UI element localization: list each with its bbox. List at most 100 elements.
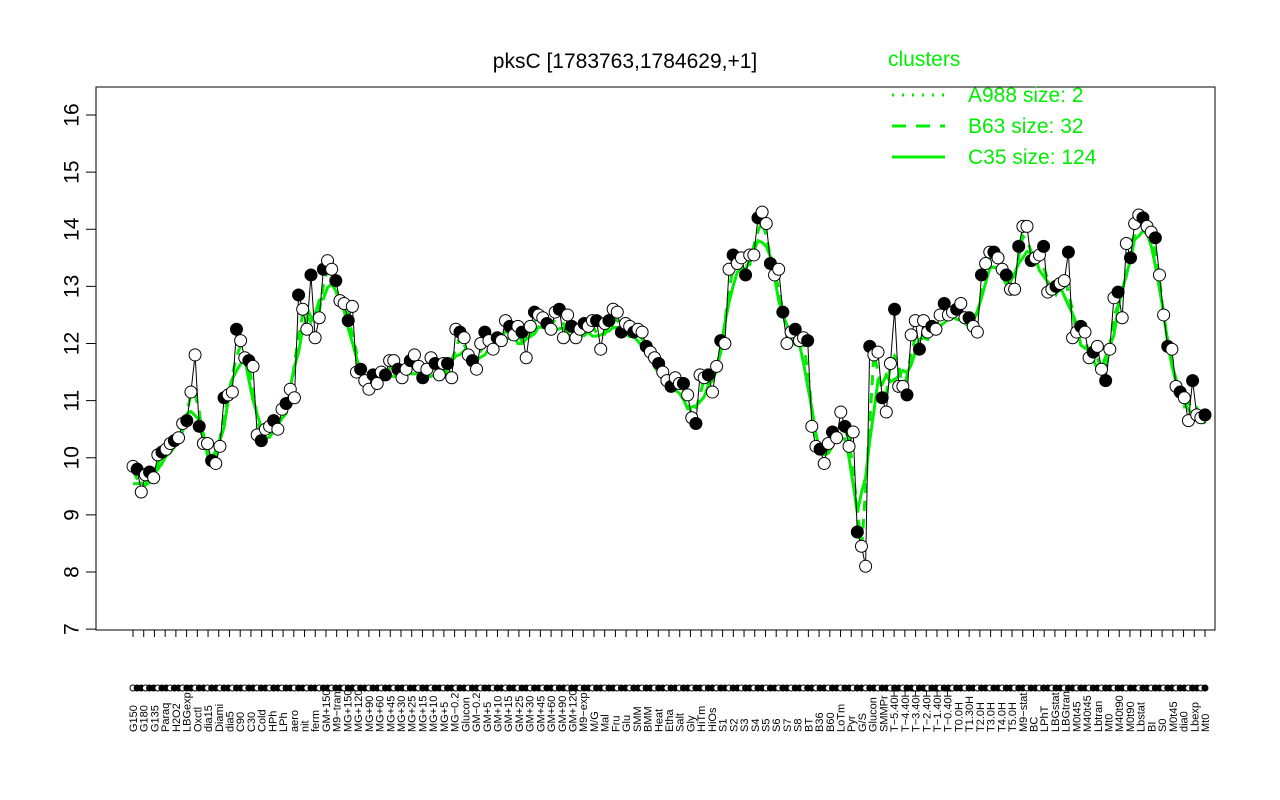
data-point xyxy=(701,368,715,382)
data-point xyxy=(300,322,314,336)
data-point xyxy=(213,439,227,453)
x-tick-label: MG+150 xyxy=(342,690,354,733)
x-tick-label: M0t45 xyxy=(1071,701,1083,732)
x-tick-label: M0t45 xyxy=(1168,701,1180,732)
x-tick-label: SMMPr xyxy=(878,695,890,732)
x-tick-label: ferm xyxy=(310,710,322,732)
y-tick-label: 12 xyxy=(61,332,84,355)
data-point xyxy=(188,348,202,362)
x-tick-label: Glucon xyxy=(460,697,472,732)
x-tick-label: Lbtran xyxy=(1093,701,1105,732)
x-tick-label: Paraq xyxy=(160,703,172,732)
data-point xyxy=(1008,282,1022,296)
data-point xyxy=(991,251,1005,265)
x-tick-label: M0t90 xyxy=(1125,701,1137,732)
x-tick-label: M40t90 xyxy=(1114,695,1126,732)
x-tick-label: C30 xyxy=(246,712,258,732)
data-point xyxy=(859,559,873,573)
y-tick-label: 16 xyxy=(61,103,84,126)
data-point xyxy=(1198,408,1212,422)
x-tick-label: nit xyxy=(300,720,312,732)
x-tick-label: GM+5 xyxy=(482,702,494,732)
data-point xyxy=(354,362,368,376)
data-point xyxy=(772,262,786,276)
x-tick-label: B36 xyxy=(814,712,826,732)
x-tick-label: MG+25 xyxy=(407,696,419,732)
data-point xyxy=(1177,391,1191,405)
x-tick-label: LPhT xyxy=(1039,705,1051,732)
data-point xyxy=(1095,362,1109,376)
data-point xyxy=(854,539,868,553)
data-point xyxy=(271,422,285,436)
data-point xyxy=(1012,239,1026,253)
y-tick-label: 14 xyxy=(61,217,84,241)
x-tick-label: T4.0H xyxy=(996,702,1008,732)
x-tick-label: SMM xyxy=(632,706,644,732)
x-tick-label: dia5 xyxy=(224,711,236,732)
data-point xyxy=(602,314,616,328)
x-tick-label: T5.0H xyxy=(1007,702,1019,732)
data-point xyxy=(900,388,914,402)
x-tick-label: S4 xyxy=(750,719,762,732)
data-point xyxy=(974,268,988,282)
x-tick-label: Mal xyxy=(600,714,612,732)
y-tick-label: 11 xyxy=(61,390,84,412)
x-tick-label: GM+15 xyxy=(503,696,515,732)
x-tick-label: GM+25 xyxy=(514,696,526,732)
x-tick-label: G135 xyxy=(149,705,161,732)
y-tick-label: 8 xyxy=(61,566,84,578)
x-tick-label: M9−tran xyxy=(332,691,344,732)
x-tick-label: M9−stat xyxy=(1018,693,1030,732)
data-point xyxy=(610,305,624,319)
data-point xyxy=(192,419,206,433)
data-point xyxy=(929,322,943,336)
x-tick-label: S8 xyxy=(793,719,805,732)
data-point xyxy=(1099,374,1113,388)
data-point xyxy=(747,248,761,262)
data-point xyxy=(1078,325,1092,339)
data-point xyxy=(755,205,769,219)
x-tick-label: Salt xyxy=(675,713,687,732)
data-point xyxy=(739,268,753,282)
data-point xyxy=(689,416,703,430)
x-tick-label: H2O2 xyxy=(171,703,183,732)
data-point xyxy=(1057,274,1071,288)
x-tick-label: GM+60 xyxy=(546,696,558,732)
legend-label: C35 size: 124 xyxy=(968,146,1097,169)
plot-box xyxy=(95,86,1216,631)
x-tick-label: GM+120 xyxy=(568,690,580,733)
x-tick-label: HiTm xyxy=(696,706,708,732)
y-tick-label: 7 xyxy=(61,623,84,635)
data-point xyxy=(494,334,508,348)
data-point xyxy=(254,434,268,448)
x-tick-label: Mt0 xyxy=(1200,714,1212,732)
x-tick-label: LBGstat xyxy=(1050,692,1062,732)
data-point xyxy=(999,268,1013,282)
x-tick-label: BT xyxy=(803,718,815,732)
x-tick-label: GM+90 xyxy=(557,696,569,732)
x-tick-label: Glu xyxy=(621,715,633,732)
x-tick-label: M40t45 xyxy=(1082,695,1094,732)
data-point xyxy=(1148,231,1162,245)
data-point xyxy=(1186,374,1200,388)
x-tick-label: G150 xyxy=(128,705,140,732)
data-point xyxy=(1152,268,1166,282)
data-point xyxy=(378,368,392,382)
data-point xyxy=(523,319,537,333)
x-tick-label: Diami xyxy=(214,704,226,732)
data-point xyxy=(134,485,148,499)
x-tick-label: Glucon xyxy=(868,697,880,732)
legend-entries: A988 size: 2 B63 size: 32 C35 size: 124 xyxy=(892,84,1097,169)
data-point xyxy=(304,268,318,282)
data-point xyxy=(780,337,794,350)
y-tick-label: 15 xyxy=(61,160,84,183)
data-point xyxy=(875,391,889,405)
data-point xyxy=(441,356,455,370)
data-point xyxy=(904,328,918,342)
data-point xyxy=(209,456,223,470)
y-tick-label: 13 xyxy=(61,275,84,298)
data-point xyxy=(172,431,186,445)
data-point xyxy=(817,456,831,470)
x-tick-label: GM+45 xyxy=(535,696,547,732)
x-tick-label: Cold xyxy=(257,709,269,732)
